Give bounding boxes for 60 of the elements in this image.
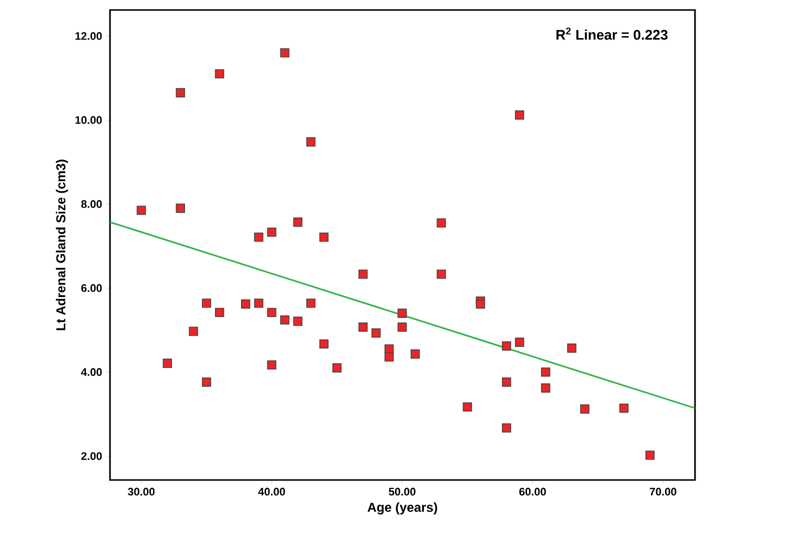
point — [176, 88, 186, 98]
point — [241, 299, 250, 309]
point — [398, 322, 407, 332]
point — [384, 352, 394, 362]
point — [319, 339, 328, 348]
point — [514, 338, 524, 347]
point — [188, 326, 198, 336]
point — [514, 110, 524, 120]
point — [254, 298, 264, 308]
point — [267, 228, 276, 237]
y-axis-title: Lt Adrenal Gland Size (cm3) — [56, 160, 68, 330]
point — [372, 328, 381, 338]
point — [436, 270, 446, 279]
point — [280, 48, 290, 58]
point — [293, 218, 302, 227]
x-tick-label: 70.00 — [650, 488, 676, 496]
point — [410, 349, 420, 359]
point — [358, 322, 368, 332]
point — [645, 450, 655, 460]
point — [358, 270, 368, 279]
point — [306, 137, 316, 146]
point — [136, 206, 146, 215]
y-tick-label: 12.00 — [75, 32, 102, 40]
y-tick-label: 2.00 — [81, 452, 102, 460]
x-axis-title: Age (years) — [368, 502, 438, 515]
point — [202, 298, 212, 308]
point — [541, 367, 550, 377]
point — [267, 308, 276, 317]
point — [267, 360, 276, 370]
x-tick-label: 40.00 — [258, 488, 285, 496]
point — [502, 341, 512, 351]
point — [332, 363, 342, 372]
y-tick-label: 6.00 — [81, 284, 102, 292]
point — [567, 344, 576, 353]
point — [502, 423, 512, 432]
x-tick-label: 60.00 — [519, 488, 546, 496]
point — [306, 298, 316, 308]
point — [214, 308, 224, 317]
point — [293, 316, 302, 326]
y-tick-label: 8.00 — [81, 200, 102, 208]
point — [162, 358, 172, 368]
point — [502, 378, 512, 387]
x-tick-label: 30.00 — [128, 488, 155, 496]
y-tick-label: 4.00 — [81, 368, 102, 376]
point — [398, 308, 407, 318]
annotation: R$^{2}$ Linear = 0.223 — [556, 28, 668, 40]
point — [319, 232, 328, 242]
x-tick-label: 50.00 — [388, 488, 416, 496]
point — [580, 404, 590, 414]
point — [619, 404, 628, 413]
point — [202, 378, 212, 387]
point — [462, 402, 472, 412]
point — [254, 232, 264, 242]
point — [280, 315, 290, 325]
point — [176, 204, 186, 213]
point — [541, 383, 550, 393]
point — [214, 69, 224, 78]
point — [436, 218, 446, 228]
point — [476, 299, 486, 309]
y-tick-label: 10.00 — [75, 116, 102, 124]
